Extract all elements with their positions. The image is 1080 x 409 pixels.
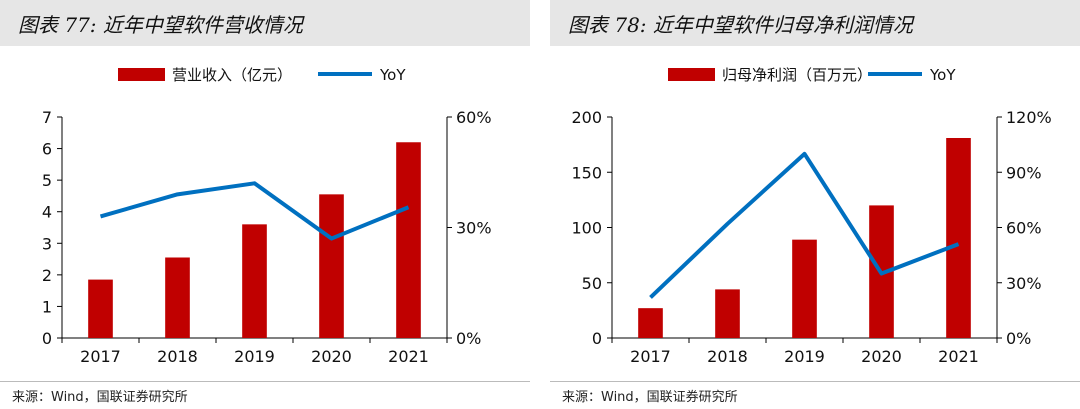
- bar: [638, 308, 663, 338]
- y-tick-label-right: 30%: [1006, 274, 1042, 293]
- divider: [550, 381, 1080, 382]
- x-tick-label: 2017: [80, 347, 121, 366]
- legend: 营业收入（亿元） YoY: [118, 66, 406, 84]
- y-tick-label-left: 0: [42, 329, 52, 348]
- chart-title: 图表 77: 近年中望软件营收情况: [18, 13, 303, 37]
- y-tick-label-right: 60%: [1006, 219, 1042, 238]
- divider: [0, 381, 530, 382]
- y-tick-label-left: 200: [571, 108, 602, 127]
- legend-bar-swatch: [118, 68, 165, 81]
- y-tick-label-left: 100: [571, 219, 602, 238]
- x-tick-label: 2019: [784, 347, 825, 366]
- legend: 归母净利润（百万元） YoY: [668, 66, 956, 84]
- y-tick-label-right: 120%: [1006, 108, 1052, 127]
- source-note: 来源：Wind，国联证券研究所: [562, 390, 738, 405]
- legend-bar-label: 归母净利润（百万元）: [722, 66, 872, 84]
- bar: [88, 279, 113, 338]
- x-tick-label: 2019: [234, 347, 275, 366]
- y-tick-label-left: 7: [42, 108, 52, 127]
- y-tick-label-left: 1: [42, 297, 52, 316]
- bar: [165, 257, 190, 338]
- y-tick-label-right: 60%: [456, 108, 492, 127]
- chart-panel-net-profit: 图表 78: 近年中望软件归母净利润情况 归母净利润（百万元） YoY 0 50 100…: [550, 0, 1080, 409]
- x-tick-label: 2021: [938, 347, 979, 366]
- x-tick-label: 2020: [311, 347, 352, 366]
- y-tick-label-left: 150: [571, 163, 602, 182]
- y-tick-label-left: 50: [582, 274, 602, 293]
- bar: [242, 224, 267, 338]
- y-tick-label-left: 3: [42, 234, 52, 253]
- title-bar: 图表 77: 近年中望软件营收情况: [0, 0, 530, 46]
- chart-panel-revenue: 图表 77: 近年中望软件营收情况 营业收入（亿元） YoY 0 1 2 3 4 5 6 7 0% 3…: [0, 0, 530, 409]
- x-tick-label: 2021: [388, 347, 429, 366]
- bar: [715, 289, 740, 338]
- y-tick-label-left: 6: [42, 140, 52, 159]
- bar: [946, 137, 971, 338]
- source-note: 来源：Wind，国联证券研究所: [12, 390, 188, 405]
- y-tick-label-right: 0%: [1006, 329, 1031, 348]
- y-tick-label-left: 4: [42, 203, 52, 222]
- legend-bar-swatch: [668, 68, 715, 81]
- revenue-chart: 营业收入（亿元） YoY 0 1 2 3 4 5 6 7 0% 30% 60% 2017 2018 2019 2…: [42, 66, 492, 366]
- bar: [319, 194, 344, 338]
- x-tick-label: 2018: [707, 347, 748, 366]
- y-tick-label-right: 0%: [456, 329, 481, 348]
- y-tick-label-left: 5: [42, 171, 52, 190]
- legend-bar-label: 营业收入（亿元）: [172, 66, 292, 84]
- x-tick-label: 2017: [630, 347, 671, 366]
- y-tick-label-right: 30%: [456, 219, 492, 238]
- x-tick-label: 2018: [157, 347, 198, 366]
- y-tick-label-left: 2: [42, 266, 52, 285]
- bar: [396, 142, 421, 338]
- y-tick-label-left: 0: [592, 329, 602, 348]
- legend-line-label: YoY: [379, 66, 406, 84]
- y-tick-label-right: 90%: [1006, 163, 1042, 182]
- x-tick-label: 2020: [861, 347, 902, 366]
- chart-title: 图表 78: 近年中望软件归母净利润情况: [568, 13, 913, 37]
- title-bar: 图表 78: 近年中望软件归母净利润情况: [550, 0, 1080, 46]
- net-profit-chart: 归母净利润（百万元） YoY 0 50 100 150 200 0% 30% 60% 90% 120%…: [571, 66, 1052, 366]
- legend-line-label: YoY: [929, 66, 956, 84]
- bar: [792, 239, 817, 338]
